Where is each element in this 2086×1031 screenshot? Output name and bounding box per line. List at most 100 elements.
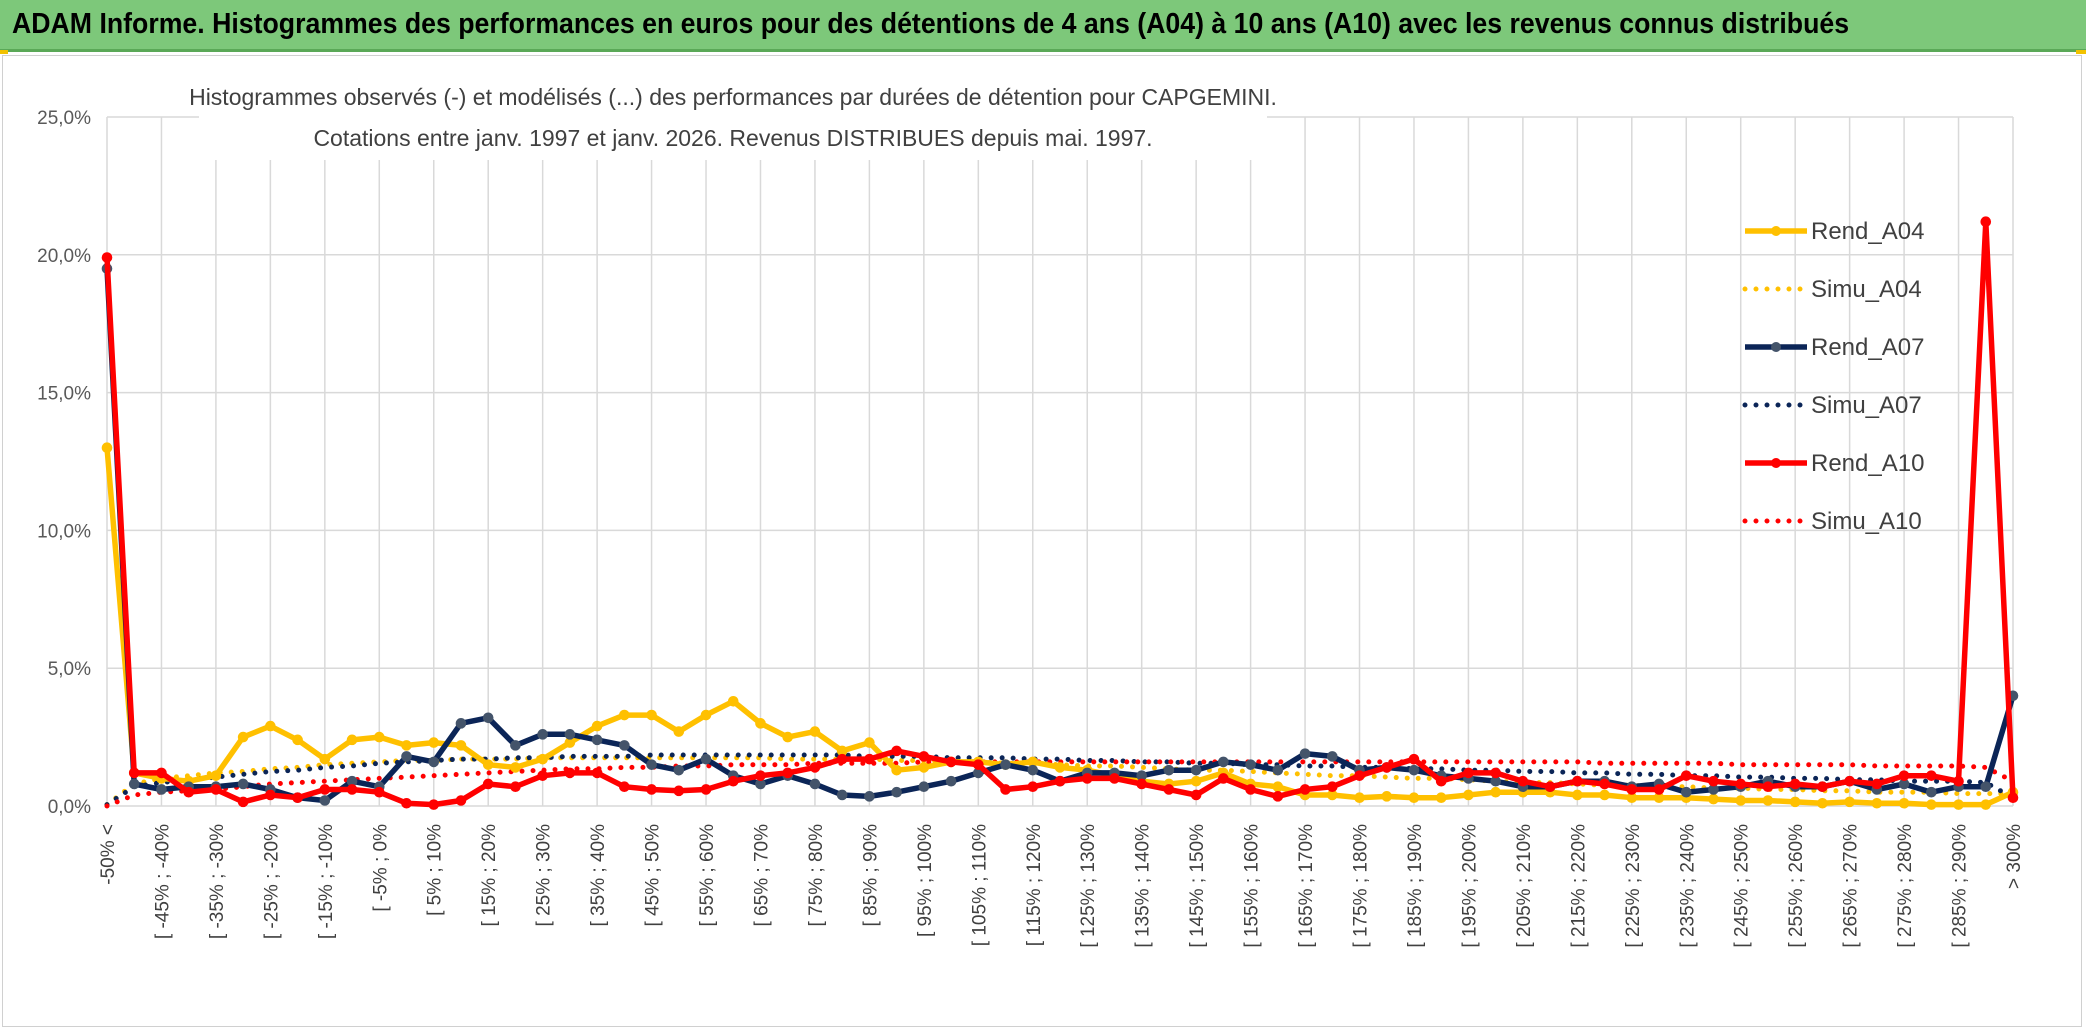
data-point	[891, 745, 902, 757]
data-point	[564, 729, 576, 740]
data-point	[1653, 784, 1665, 795]
data-point	[346, 784, 358, 795]
legend-label: Rend_A07	[1811, 334, 1924, 361]
series	[101, 216, 2019, 810]
x-tick-label: [ 25% ; 30%	[534, 824, 555, 927]
legend-label: Rend_A04	[1811, 218, 1924, 245]
data-point	[646, 759, 657, 770]
data-point	[1435, 792, 1447, 804]
x-tick-label: [ 225% ; 230%	[1623, 824, 1644, 948]
data-point	[564, 767, 576, 779]
data-point	[836, 753, 848, 765]
data-point	[1544, 781, 1556, 793]
data-point	[1980, 781, 1992, 793]
x-tick-label: [ 75% ; 80%	[806, 824, 827, 927]
data-point	[1926, 786, 1937, 798]
data-point	[1354, 792, 1365, 804]
x-tick-label: [ 145% ; 150%	[1187, 824, 1208, 948]
data-point	[673, 785, 685, 797]
data-point	[1953, 775, 1964, 787]
data-point	[1490, 767, 1501, 779]
x-tick-label: [ -5% ; 0%	[370, 824, 391, 912]
series-line	[104, 759, 2016, 809]
legend-label: Simu_A10	[1811, 508, 1922, 535]
data-point	[1953, 799, 1964, 810]
data-point	[128, 778, 140, 790]
data-point	[292, 734, 303, 746]
data-point	[1708, 793, 1719, 805]
data-point	[1762, 781, 1774, 793]
data-point	[128, 767, 140, 779]
report-title: ADAM Informe. Histogrammes des performan…	[12, 8, 1850, 40]
x-tick-label: [ 55% ; 60%	[697, 824, 718, 927]
x-tick-label: [ 95% ; 100%	[915, 824, 936, 937]
data-point	[237, 796, 249, 808]
data-point	[1817, 797, 1828, 809]
data-point	[809, 762, 821, 773]
data-point	[864, 791, 875, 802]
x-tick-label: [ 45% ; 50%	[643, 824, 664, 927]
data-point	[700, 753, 712, 765]
data-point	[1163, 764, 1175, 776]
data-point	[1218, 756, 1229, 768]
data-point	[891, 786, 902, 798]
x-tick-label: [ 255% ; 260%	[1786, 824, 1807, 948]
legend-item: Simu_A07	[1742, 392, 1922, 419]
data-point	[891, 764, 902, 776]
data-point	[1980, 216, 1992, 228]
corner-accent-left	[0, 50, 8, 54]
data-point	[1762, 795, 1774, 806]
data-point	[755, 718, 766, 729]
data-point	[918, 762, 930, 773]
data-point	[1163, 784, 1175, 795]
x-tick-label: [ 285% ; 290%	[1950, 824, 1971, 948]
series-line	[104, 218, 2016, 808]
y-tick-label: 10,0%	[37, 521, 91, 542]
corner-accent-right	[2076, 50, 2086, 54]
legend-item: Rend_A10	[1745, 450, 1924, 477]
data-point	[945, 775, 957, 787]
data-point	[1871, 778, 1883, 790]
data-point	[1408, 753, 1420, 765]
line-chart: 0,0% 5,0% 10,0% 15,0% 20,0% 25,0% -50% < [ -45…	[37, 78, 2025, 948]
data-point	[1680, 770, 1692, 781]
data-point	[945, 756, 957, 768]
data-point	[237, 731, 249, 743]
data-point	[510, 762, 521, 773]
data-point	[1272, 764, 1284, 776]
x-tick-label: [ 165% ; 170%	[1296, 824, 1317, 948]
data-point	[591, 767, 603, 779]
legend-label: Rend_A10	[1811, 450, 1924, 477]
x-tick-label: [ 35% ; 40%	[588, 824, 609, 927]
data-point	[1136, 778, 1147, 790]
data-point	[1626, 784, 1638, 795]
data-point	[1054, 762, 1066, 773]
data-point	[1326, 751, 1338, 762]
data-point	[918, 781, 930, 793]
data-point	[401, 797, 412, 809]
report-banner: ADAM Informe. Histogrammes des performan…	[0, 0, 2086, 52]
data-point	[455, 795, 467, 806]
x-tick-label: [ -45% ; -40%	[152, 824, 173, 939]
chart-title-background	[199, 78, 1267, 160]
data-point	[1027, 781, 1039, 793]
data-point	[1980, 799, 1992, 810]
data-point	[1680, 786, 1692, 798]
data-point	[156, 784, 167, 795]
data-point	[1789, 796, 1801, 808]
series-simu-a04	[104, 755, 2016, 808]
data-point	[373, 786, 385, 798]
data-point	[700, 709, 712, 721]
data-point	[646, 784, 657, 795]
series-line	[104, 755, 2016, 808]
data-point	[1898, 797, 1910, 809]
legend-item: Rend_A07	[1745, 334, 1924, 361]
legend-marker	[1771, 458, 1781, 468]
x-tick-label: [ 265% ; 270%	[1841, 824, 1862, 948]
data-point	[1898, 770, 1910, 781]
series-line	[104, 447, 2015, 808]
data-point	[346, 734, 358, 746]
data-point	[210, 784, 222, 795]
data-point	[1572, 789, 1583, 801]
chart-frame: 0,0% 5,0% 10,0% 15,0% 20,0% 25,0% -50% < [ -45…	[2, 55, 2082, 1027]
